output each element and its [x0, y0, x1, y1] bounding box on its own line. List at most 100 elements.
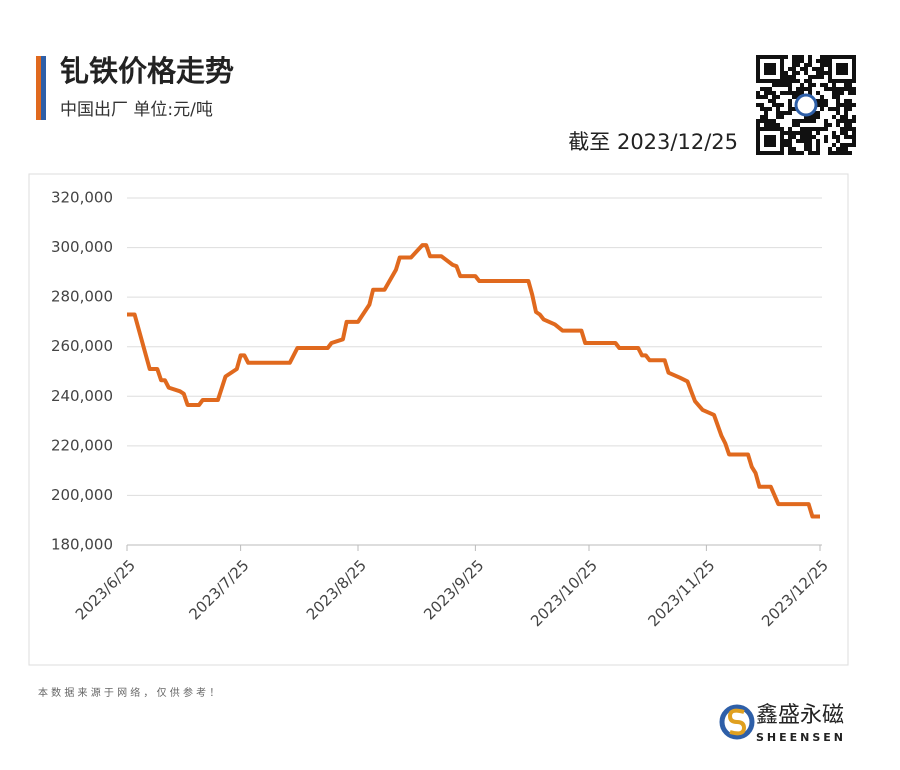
- qr-cell: [796, 123, 800, 127]
- qr-cell: [852, 119, 856, 123]
- qr-code: [756, 55, 856, 155]
- qr-cell: [820, 59, 824, 63]
- qr-cell: [792, 131, 796, 135]
- qr-cell: [800, 151, 804, 155]
- x-tick-label: 2023/11/25: [645, 556, 719, 630]
- y-tick-label: 180,000: [51, 536, 113, 554]
- qr-cell: [824, 55, 828, 59]
- qr-cell: [828, 147, 832, 151]
- qr-cell: [804, 139, 808, 143]
- qr-cell: [840, 103, 844, 107]
- qr-cell: [848, 151, 852, 155]
- y-tick-label: 260,000: [51, 337, 113, 355]
- qr-cell: [804, 135, 808, 139]
- qr-cell: [816, 99, 820, 103]
- qr-cell: [788, 131, 792, 135]
- qr-cell: [788, 143, 792, 147]
- qr-cell: [848, 103, 852, 107]
- qr-cell: [804, 119, 808, 123]
- qr-cell: [772, 91, 776, 95]
- qr-cell: [788, 83, 792, 87]
- qr-cell: [828, 107, 832, 111]
- qr-logo: [794, 93, 818, 117]
- qr-cell: [824, 71, 828, 75]
- qr-cell: [848, 143, 852, 147]
- qr-cell: [760, 107, 764, 111]
- qr-cell: [804, 87, 808, 91]
- qr-cell: [768, 123, 772, 127]
- qr-cell: [808, 119, 812, 123]
- qr-cell: [792, 59, 796, 63]
- qr-cell: [836, 135, 840, 139]
- plot-frame: [28, 173, 849, 666]
- qr-cell: [812, 127, 816, 131]
- accent-bar: [36, 56, 41, 120]
- qr-cell: [804, 143, 808, 147]
- qr-cell: [836, 147, 840, 151]
- title: 钆铁价格走势: [60, 54, 234, 88]
- qr-cell: [832, 87, 836, 91]
- qr-cell: [852, 139, 856, 143]
- qr-cell: [832, 91, 836, 95]
- qr-cell: [808, 131, 812, 135]
- qr-cell: [808, 147, 812, 151]
- qr-cell: [840, 119, 844, 123]
- qr-cell: [800, 55, 804, 59]
- qr-cell: [792, 55, 796, 59]
- qr-cell: [792, 79, 796, 83]
- qr-cell: [820, 67, 824, 71]
- qr-cell: [840, 127, 844, 131]
- qr-cell: [816, 59, 820, 63]
- y-tick-label: 320,000: [51, 189, 113, 207]
- qr-cell: [820, 63, 824, 67]
- qr-cell: [808, 151, 812, 155]
- qr-cell: [788, 147, 792, 151]
- brand-en: SHEENSEN: [756, 731, 846, 744]
- y-tick-label: 240,000: [51, 387, 113, 405]
- qr-cell: [844, 127, 848, 131]
- qr-cell: [824, 135, 828, 139]
- qr-cell: [844, 123, 848, 127]
- qr-cell: [840, 87, 844, 91]
- qr-cell: [772, 123, 776, 127]
- qr-cell: [800, 91, 804, 95]
- qr-cell: [792, 107, 796, 111]
- qr-cell: [824, 63, 828, 67]
- qr-cell: [768, 107, 772, 111]
- qr-cell: [808, 91, 812, 95]
- qr-cell: [836, 107, 840, 111]
- qr-cell: [840, 147, 844, 151]
- qr-cell: [776, 107, 780, 111]
- qr-cell: [776, 83, 780, 87]
- qr-cell: [792, 91, 796, 95]
- qr-cell: [776, 115, 780, 119]
- logo-ring: [719, 704, 755, 740]
- qr-cell: [796, 87, 800, 91]
- qr-cell: [784, 143, 788, 147]
- qr-cell: [824, 123, 828, 127]
- qr-cell: [784, 55, 788, 59]
- qr-cell: [760, 119, 764, 123]
- qr-cell: [764, 119, 768, 123]
- qr-cell: [836, 119, 840, 123]
- qr-cell: [844, 115, 848, 119]
- qr-cell: [800, 131, 804, 135]
- qr-cell: [780, 111, 784, 115]
- qr-cell: [812, 75, 816, 79]
- qr-cell: [768, 119, 772, 123]
- qr-cell: [848, 87, 852, 91]
- qr-cell: [784, 131, 788, 135]
- qr-cell: [756, 119, 760, 123]
- qr-cell: [788, 67, 792, 71]
- qr-cell: [784, 83, 788, 87]
- qr-cell: [844, 119, 848, 123]
- qr-cell: [772, 99, 776, 103]
- qr-cell: [788, 79, 792, 83]
- qr-cell: [812, 119, 816, 123]
- qr-cell: [800, 139, 804, 143]
- qr-finder: [764, 63, 776, 75]
- qr-cell: [800, 67, 804, 71]
- qr-cell: [800, 127, 804, 131]
- qr-cell: [844, 107, 848, 111]
- qr-cell: [832, 115, 836, 119]
